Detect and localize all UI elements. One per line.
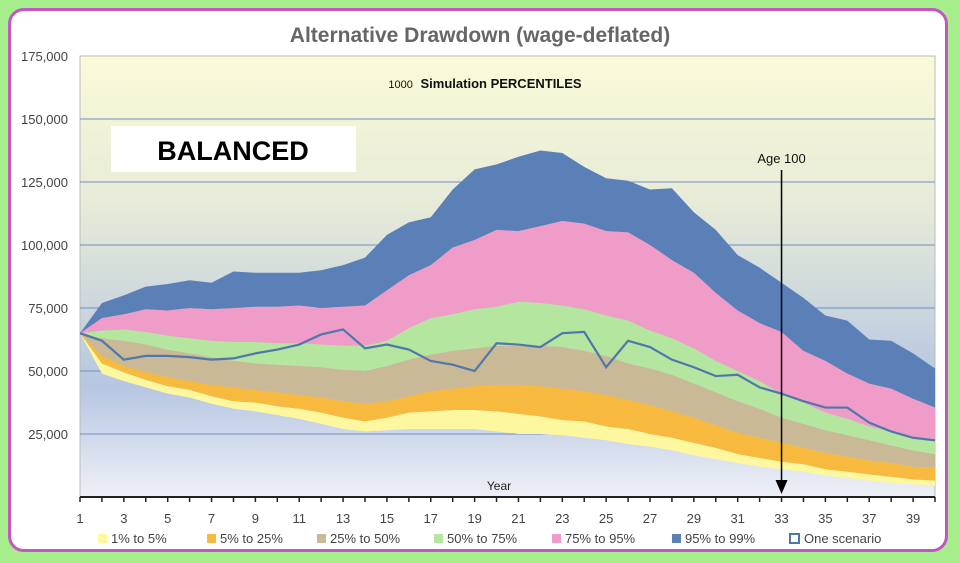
y-tick-label: 100,000 [21, 238, 68, 253]
x-tick-label: 23 [555, 511, 569, 526]
x-tick-label: 11 [292, 511, 306, 526]
legend-swatch [789, 533, 800, 544]
legend-label: 25% to 50% [330, 531, 401, 546]
legend-label: 75% to 95% [565, 531, 636, 546]
x-tick-label: 15 [380, 511, 394, 526]
y-tick-label: 75,000 [28, 301, 68, 316]
scenario-line [79, 328, 936, 442]
x-tick-label: 25 [599, 511, 613, 526]
y-tick-label: 50,000 [28, 364, 68, 379]
x-tick-label: 9 [252, 511, 259, 526]
area-band [80, 221, 935, 442]
x-tick-label: 3 [120, 511, 127, 526]
legend-swatch [317, 534, 326, 543]
x-tick-label: 33 [774, 511, 788, 526]
legend-label: 50% to 75% [447, 531, 518, 546]
x-tick-label: 35 [818, 511, 832, 526]
x-tick-label: 29 [687, 511, 701, 526]
badge-label: BALANCED [157, 136, 309, 166]
legend-swatch [434, 534, 443, 543]
x-tick-label: 31 [730, 511, 744, 526]
x-tick-label: 13 [336, 511, 350, 526]
annotation-label: Age 100 [757, 151, 805, 166]
x-tick-label: 1 [76, 511, 83, 526]
y-tick-label: 175,000 [21, 49, 68, 64]
x-axis-label: Year [487, 479, 511, 493]
area-band [80, 333, 935, 469]
area-band [80, 333, 935, 486]
area-band [80, 333, 935, 481]
annotation-arrowhead [775, 480, 788, 494]
x-tick-label: 21 [511, 511, 525, 526]
chart-subtitle: 1000 Simulation PERCENTILES [388, 76, 582, 91]
legend-swatch [552, 534, 561, 543]
y-tick-label: 150,000 [21, 112, 68, 127]
x-tick-label: 5 [164, 511, 171, 526]
legend-label: 5% to 25% [220, 531, 283, 546]
legend-label: One scenario [804, 531, 881, 546]
x-tick-label: 7 [208, 511, 215, 526]
y-tick-label: 25,000 [28, 427, 68, 442]
x-tick-label: 37 [862, 511, 876, 526]
legend-label: 1% to 5% [111, 531, 167, 546]
x-tick-label: 19 [467, 511, 481, 526]
subtitle-count: 1000 [388, 79, 412, 91]
x-tick-label: 17 [424, 511, 438, 526]
subtitle-text: Simulation PERCENTILES [421, 76, 582, 91]
area-band [80, 150, 935, 408]
legend-swatch [207, 534, 216, 543]
x-tick-label: 27 [643, 511, 657, 526]
x-tick-label: 39 [906, 511, 920, 526]
legend-label: 95% to 99% [685, 531, 756, 546]
chart-title: Alternative Drawdown (wage-deflated) [290, 24, 670, 47]
area-band [80, 301, 935, 455]
legend-swatch [98, 534, 107, 543]
y-tick-label: 125,000 [21, 175, 68, 190]
legend-swatch [672, 534, 681, 543]
badge-box [111, 126, 356, 172]
